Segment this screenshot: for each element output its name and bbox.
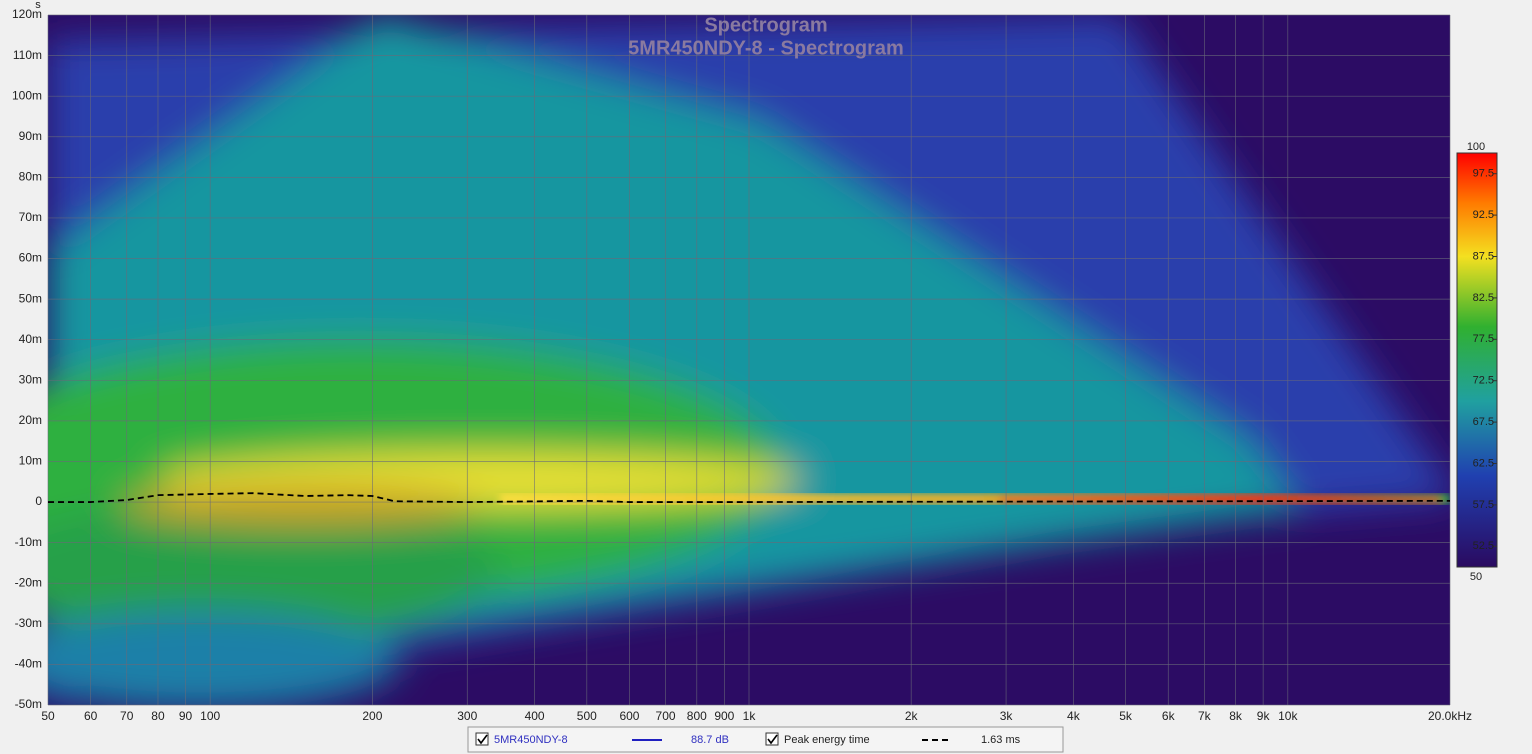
chart-subtitle: 5MR450NDY-8 - Spectrogram xyxy=(628,37,904,59)
x-tick-label: 70 xyxy=(120,709,134,723)
x-tick-label: 600 xyxy=(619,709,639,723)
y-tick-label: 40m xyxy=(19,332,42,346)
color-scale-label: 62.5 xyxy=(1473,457,1494,469)
x-tick-label: 5k xyxy=(1119,709,1133,723)
y-tick-label: -10m xyxy=(15,535,42,549)
legend-checkbox[interactable] xyxy=(765,732,779,746)
legend-check xyxy=(767,734,778,745)
y-tick-label: 60m xyxy=(19,251,42,265)
x-tick-label: 900 xyxy=(714,709,734,723)
color-scale-label: 82.5 xyxy=(1473,292,1494,304)
x-tick-label: 4k xyxy=(1067,709,1081,723)
color-scale-label: 100 xyxy=(1467,141,1485,153)
y-tick-label: 0 xyxy=(35,494,42,508)
y-tick-label: 10m xyxy=(19,454,42,468)
color-scale xyxy=(1456,152,1498,568)
color-scale-label: 67.5 xyxy=(1473,416,1494,428)
legend-label: 5MR450NDY-8 xyxy=(494,734,568,746)
y-tick-label: 80m xyxy=(19,170,42,184)
legend-check xyxy=(477,734,488,745)
x-tick-label: 7k xyxy=(1198,709,1212,723)
grid xyxy=(47,14,1451,706)
color-scale-label: 87.5 xyxy=(1473,250,1494,262)
x-tick-label: 700 xyxy=(656,709,676,723)
color-scale-label: 97.5 xyxy=(1473,168,1494,180)
x-tick-label: 500 xyxy=(577,709,597,723)
x-tick-label: 1k xyxy=(743,709,757,723)
y-tick-label: 20m xyxy=(19,413,42,427)
y-tick-label: 90m xyxy=(19,129,42,143)
x-tick-label: 20.0kHz xyxy=(1428,709,1472,723)
color-scale-label: 52.5 xyxy=(1473,540,1494,552)
x-tick-label: 2k xyxy=(905,709,919,723)
color-scale-label: 72.5 xyxy=(1473,375,1494,387)
x-tick-label: 50 xyxy=(41,709,55,723)
x-tick-label: 3k xyxy=(1000,709,1014,723)
x-tick-label: 800 xyxy=(687,709,707,723)
x-tick-label: 8k xyxy=(1229,709,1243,723)
legend-label: Peak energy time xyxy=(784,734,870,746)
legend-checkbox[interactable] xyxy=(475,732,489,746)
color-scale-label: 92.5 xyxy=(1473,209,1494,221)
legend-value: 88.7 dB xyxy=(691,734,729,746)
y-tick-label: -50m xyxy=(15,697,42,711)
color-scale-label: 50 xyxy=(1470,571,1482,583)
x-tick-label: 10k xyxy=(1278,709,1298,723)
x-tick-label: 60 xyxy=(84,709,98,723)
y-tick-label: 70m xyxy=(19,210,42,224)
legend-value: 1.63 ms xyxy=(981,734,1021,746)
y-tick-label: -30m xyxy=(15,616,42,630)
x-tick-label: 200 xyxy=(362,709,382,723)
y-tick-label: 50m xyxy=(19,291,42,305)
chart-title: Spectrogram xyxy=(704,14,827,36)
y-tick-label: 100m xyxy=(12,88,42,102)
y-tick-label: 110m xyxy=(13,48,42,62)
color-scale-label: 77.5 xyxy=(1473,333,1494,345)
x-tick-label: 80 xyxy=(151,709,165,723)
y-tick-label: -20m xyxy=(15,575,42,589)
color-scale-label: 57.5 xyxy=(1473,499,1494,511)
y-unit: s xyxy=(35,0,41,11)
x-tick-label: 6k xyxy=(1162,709,1176,723)
x-tick-label: 400 xyxy=(525,709,545,723)
peak-energy-line xyxy=(48,492,1451,503)
y-tick-label: -40m xyxy=(15,657,42,671)
y-tick-label: 30m xyxy=(19,372,42,386)
x-tick-label: 100 xyxy=(200,709,220,723)
x-tick-label: 300 xyxy=(457,709,477,723)
y-tick-label: 120m xyxy=(12,7,42,21)
x-tick-label: 90 xyxy=(179,709,193,723)
x-tick-label: 9k xyxy=(1257,709,1271,723)
